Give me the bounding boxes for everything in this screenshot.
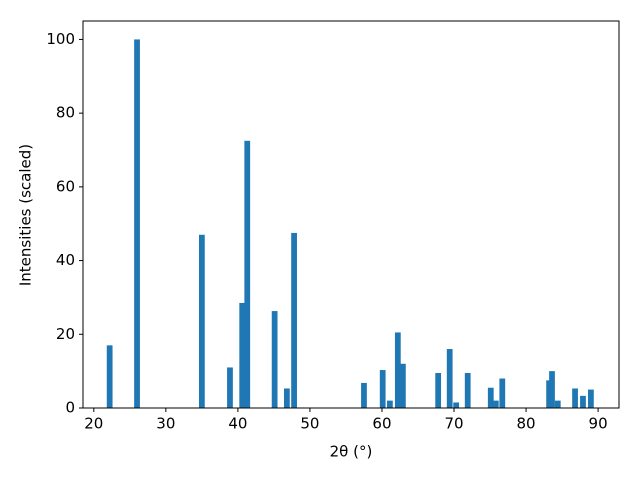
bar <box>453 402 460 408</box>
bar <box>554 400 561 408</box>
x-axis-label: 2θ (°) <box>330 443 373 461</box>
bar <box>572 388 578 408</box>
plot-frame <box>82 20 620 409</box>
bar <box>291 232 297 408</box>
y-axis-label: Intensities (scaled) <box>17 144 35 286</box>
x-tick-label: 40 <box>228 415 247 433</box>
x-tick-label: 30 <box>156 415 175 433</box>
x-tick-label: 70 <box>444 415 463 433</box>
bar <box>106 345 113 408</box>
bar <box>580 395 586 408</box>
bar <box>549 371 555 408</box>
y-tick-label: 40 <box>56 251 75 269</box>
x-tick-label: 50 <box>300 415 319 433</box>
bar <box>379 370 386 408</box>
x-tick-label: 80 <box>517 415 536 433</box>
bar <box>361 382 367 408</box>
bar <box>271 311 278 408</box>
bar <box>446 349 453 408</box>
bar <box>284 388 290 408</box>
y-tick-label: 0 <box>65 399 75 417</box>
x-tick-label: 60 <box>372 415 391 433</box>
bar <box>387 400 393 408</box>
y-tick-label: 80 <box>56 104 75 122</box>
y-tick-label: 60 <box>56 177 75 195</box>
bar <box>244 140 251 409</box>
bar <box>239 302 246 408</box>
x-tick-label: 90 <box>589 415 608 433</box>
x-tick-label: 20 <box>84 415 103 433</box>
y-tick-label: 100 <box>46 30 75 48</box>
y-tick-label: 20 <box>56 325 75 343</box>
bar <box>499 378 506 408</box>
bar <box>464 372 471 408</box>
bar <box>588 389 594 408</box>
bar <box>435 372 442 408</box>
bar <box>394 332 401 408</box>
bar <box>134 39 140 409</box>
bar <box>399 363 406 408</box>
bar <box>492 400 499 408</box>
bar <box>227 367 233 408</box>
bar <box>487 387 494 408</box>
bar <box>198 234 205 408</box>
